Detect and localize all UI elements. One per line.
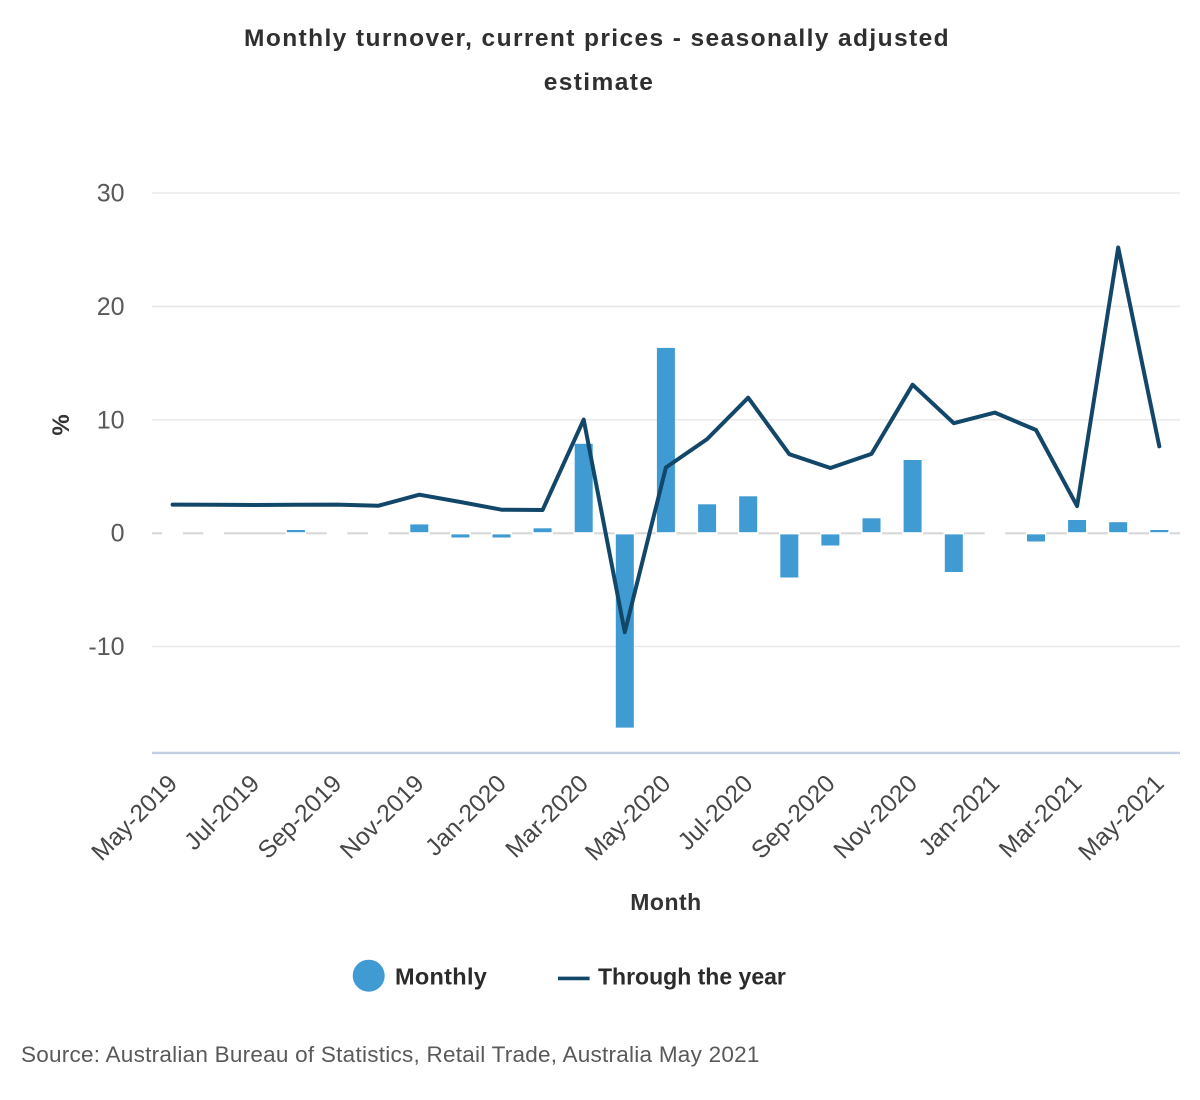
svg-text:Monthly turnover, current pric: Monthly turnover, current prices - seaso… [244,25,950,52]
svg-text:%: % [48,414,75,435]
svg-text:Monthly: Monthly [395,964,487,990]
svg-text:20: 20 [97,293,125,321]
svg-text:estimate: estimate [544,69,655,96]
svg-text:-10: -10 [88,633,124,661]
svg-text:10: 10 [97,406,125,434]
svg-text:Source: Australian Bureau of S: Source: Australian Bureau of Statistics,… [21,1042,760,1067]
svg-text:Month: Month [630,889,701,915]
svg-text:0: 0 [111,520,125,548]
svg-text:30: 30 [97,180,125,208]
svg-text:Through the year: Through the year [598,964,786,990]
